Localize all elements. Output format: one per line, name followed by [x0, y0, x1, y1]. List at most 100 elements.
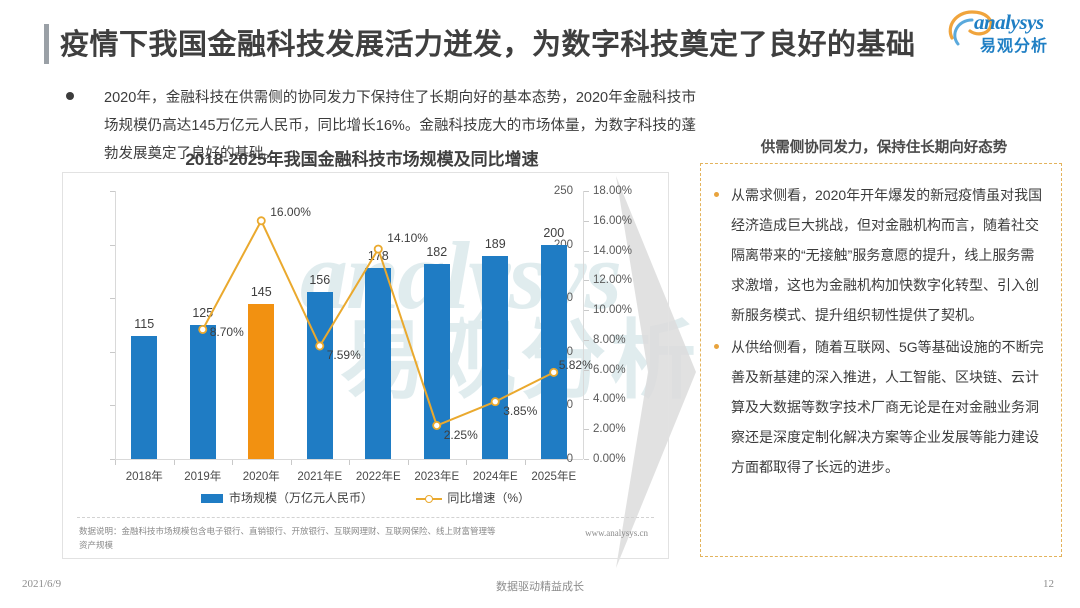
line-value-label: 16.00% [270, 204, 311, 219]
chart-plot-area: 0501001502002500.00%2.00%4.00%6.00%8.00%… [110, 185, 632, 483]
y-axis-label-right: 18.00% [593, 185, 633, 197]
legend-label-bar: 市场规模（万亿元人民币） [228, 491, 373, 505]
x-axis-label: 2020年 [242, 471, 280, 483]
x-tick [349, 460, 350, 465]
y-axis-label-right: 14.00% [593, 244, 633, 257]
x-tick [466, 460, 467, 465]
chart-note: 数据说明：金融科技市场规模包含电子银行、直销银行、开放银行、互联网理财、互联网保… [79, 526, 496, 550]
arrow-shape [616, 176, 696, 568]
y-axis-label-right: 6.00% [593, 363, 626, 376]
x-tick [173, 460, 175, 465]
x-axis-label: 2018年 [125, 471, 163, 483]
chart-bar [540, 244, 567, 459]
bar-value-label: 200 [543, 225, 565, 240]
bullet-dot-icon [714, 344, 719, 349]
bar-value-label: 115 [134, 316, 155, 331]
slide-header: 疫情下我国金融科技发展活力迸发，为数字科技奠定了良好的基础 [44, 22, 1080, 68]
y-tick-left [110, 191, 115, 192]
y-axis-label-left: 250 [553, 185, 573, 197]
chart-note-url: www.analysys.cn [585, 528, 648, 538]
chart-bar [189, 325, 216, 459]
footer-slogan: 数据驱动精益成长 [496, 581, 584, 593]
x-axis-label: 2024年E [472, 471, 518, 483]
chart-bar [482, 256, 509, 459]
y-tick-left [110, 244, 115, 246]
y-tick-right [584, 369, 589, 371]
legend-swatch-line [416, 493, 443, 504]
chart-legend: 市场规模（万亿元人民币） 同比增速（%） [63, 489, 668, 506]
x-tick [115, 460, 116, 465]
logo-swoosh-icon [948, 10, 993, 46]
line-value-label: 5.82% [558, 358, 593, 373]
x-tick [524, 460, 526, 465]
y-axis-label-right: 12.00% [593, 274, 633, 287]
y-tick-left [110, 405, 115, 407]
analysys-logo: analysys 易观分析 [944, 4, 1066, 56]
y-axis-label-right: 4.00% [593, 393, 626, 406]
panel-heading: 供需侧协同发力，保持住长期向好态势 [760, 140, 1008, 156]
bar-value-label: 189 [484, 237, 506, 252]
y-axis-label-right: 0.00% [593, 453, 626, 465]
y-tick-right [584, 399, 589, 401]
insight-panel: 从需求侧看，2020年开年爆发的新冠疫情虽对我国经济造成巨大挑战，但对金融机构而… [700, 163, 1062, 557]
x-tick [290, 460, 292, 465]
line-value-label: 7.59% [326, 347, 361, 362]
y-axis-label-right: 16.00% [593, 214, 633, 227]
y-tick-right [584, 220, 589, 222]
line-value-label: 8.70% [209, 325, 244, 340]
y-tick-left [110, 459, 115, 460]
y-tick-right [584, 310, 589, 312]
x-tick [232, 460, 233, 465]
list-item-text: 从需求侧看，2020年开年爆发的新冠疫情虽对我国经济造成巨大挑战，但对金融机构而… [731, 187, 1043, 323]
bar-value-label: 178 [367, 249, 389, 264]
note-divider [77, 517, 654, 518]
bullet-dot-icon [66, 92, 74, 100]
y-tick-left [110, 351, 115, 353]
x-axis-label: 2022年E [355, 471, 401, 483]
legend-label-line: 同比增速（%） [447, 491, 531, 505]
x-tick [407, 460, 409, 465]
logo-brand-text: analysys [974, 10, 1044, 34]
y-axis-label-right: 10.00% [593, 304, 633, 317]
title-accent-bar [44, 24, 49, 64]
x-axis-label: 2025年E [531, 471, 577, 483]
y-axis-label-right: 8.00% [593, 333, 626, 346]
x-axis-label: 2021年E [297, 471, 343, 483]
legend-swatch-bar [200, 494, 223, 504]
list-item: 从供给侧看，随着互联网、5G等基础设施的不断完善及新基建的深入推进，人工智能、区… [714, 332, 1045, 482]
chart-bar [248, 303, 275, 459]
y-tick-right [584, 280, 589, 282]
chart-bar [365, 268, 392, 459]
line-value-label: 2.25% [443, 427, 478, 442]
y-axis-label-left: 0 [566, 453, 573, 465]
y-tick-right [584, 191, 589, 192]
insight-list: 从需求侧看，2020年开年爆发的新冠疫情虽对我国经济造成巨大挑战，但对金融机构而… [701, 164, 1061, 482]
y-axis-label-right: 2.00% [593, 423, 626, 436]
lead-paragraph-text: 2020年，金融科技在供需侧的协同发力下保持住了长期向好的基本态势，2020年金… [104, 90, 696, 162]
chart-title: 2018-2025年我国金融科技市场规模及同比增速 [185, 150, 539, 169]
bar-value-label: 125 [192, 306, 214, 320]
logo-brand-cn-text: 易观分析 [980, 38, 1049, 55]
bullet-dot-icon [714, 192, 719, 197]
footer-date: 2021/6/9 [22, 578, 62, 590]
lead-paragraph-block: 2020年，金融科技在供需侧的协同发力下保持住了长期向好的基本态势，2020年金… [66, 84, 696, 168]
y-tick-right [584, 339, 589, 341]
y-tick-right [584, 429, 589, 431]
x-axis [115, 459, 583, 460]
page-title: 疫情下我国金融科技发展活力迸发，为数字科技奠定了良好的基础 [60, 29, 916, 61]
line-value-label: 3.85% [503, 403, 538, 418]
list-item: 从需求侧看，2020年开年爆发的新冠疫情虽对我国经济造成巨大挑战，但对金融机构而… [714, 180, 1045, 330]
y-axis-right [583, 191, 584, 459]
y-tick-left [110, 298, 115, 300]
y-tick-right [584, 250, 589, 252]
chart-bar [131, 335, 158, 459]
x-axis-label: 2023年E [414, 471, 460, 483]
x-axis-label: 2019年 [184, 471, 222, 483]
footer-page-number: 12 [1043, 578, 1054, 590]
bar-value-label: 182 [426, 244, 448, 259]
chart-line-series [198, 216, 559, 430]
bar-value-label: 145 [250, 284, 272, 299]
bar-value-label: 156 [309, 272, 331, 287]
y-axis-left [115, 191, 116, 459]
chart-bar [306, 291, 333, 459]
